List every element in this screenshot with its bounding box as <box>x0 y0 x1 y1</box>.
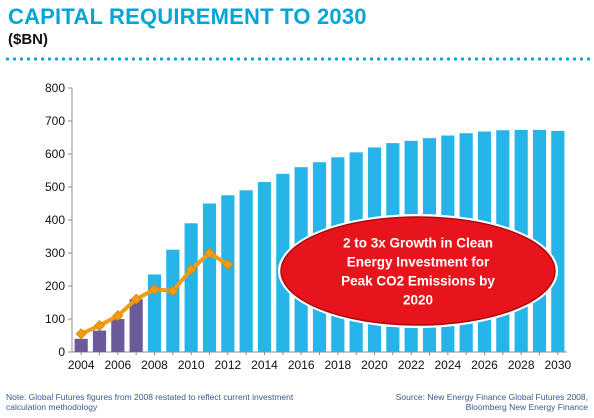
y-tick-label: 700 <box>45 114 65 128</box>
y-tick-label: 0 <box>58 345 65 359</box>
y-tick-label: 300 <box>45 246 65 260</box>
x-tick-label: 2030 <box>544 358 571 372</box>
bar-2006 <box>111 319 125 352</box>
bar-2014 <box>257 182 272 352</box>
line-point-2007 <box>130 293 142 305</box>
bar-2008 <box>147 274 162 352</box>
y-tick-label: 800 <box>45 81 65 95</box>
callout-annotation: 2 to 3x Growth in Clean Energy Investment… <box>278 214 558 328</box>
footnote: Note: Global Futures figures from 2008 r… <box>6 392 294 412</box>
x-tick-label: 2016 <box>288 358 315 372</box>
line-point-2005 <box>93 320 106 332</box>
x-tick-label: 2010 <box>178 358 205 372</box>
chart-axes: 0 100 200 300 400 500 600 700 800 2004 2006 2008 201… <box>45 81 572 372</box>
y-tick-label: 100 <box>45 312 65 326</box>
y-tick-label: 400 <box>45 213 65 227</box>
line-point-2008 <box>148 283 161 295</box>
y-tick-label: 500 <box>45 180 65 194</box>
x-tick-label: 2012 <box>214 358 241 372</box>
x-tick-label: 2018 <box>324 358 351 372</box>
y-tick-label: 200 <box>45 279 65 293</box>
bar-2012 <box>221 195 235 352</box>
callout-line: Energy Investment for <box>347 255 490 270</box>
source-line-2: Bloomberg New Energy Finance <box>465 402 588 412</box>
callout-line: 2 to 3x Growth in Clean <box>343 236 493 251</box>
x-tick-label: 2028 <box>508 358 535 372</box>
bar-2004 <box>74 338 88 352</box>
line-point-2010 <box>185 263 197 276</box>
dotted-divider <box>4 57 590 61</box>
callout-ellipse <box>280 216 556 326</box>
y-tick-label: 600 <box>45 147 65 161</box>
x-tick-label: 2026 <box>471 358 498 372</box>
line-series <box>75 247 234 340</box>
x-tick-label: 2020 <box>361 358 388 372</box>
page-subtitle: ($BN) <box>8 31 48 48</box>
source-line-1: Source: New Energy Finance Global Future… <box>395 392 588 402</box>
x-tick-label: 2024 <box>434 358 461 372</box>
x-tick-label: 2004 <box>68 358 95 372</box>
line-point-2004 <box>75 328 87 340</box>
capital-requirement-chart: 0 100 200 300 400 500 600 700 800 2004 2006 2008 201… <box>45 81 572 372</box>
bar-2013 <box>239 190 253 352</box>
x-tick-label: 2022 <box>398 358 425 372</box>
line-point-2011 <box>203 247 216 259</box>
source-citation: Source: New Energy Finance Global Future… <box>328 392 588 412</box>
callout-line: Peak CO2 Emissions by <box>341 274 495 289</box>
line-point-2012 <box>222 258 234 271</box>
bar-2011 <box>202 203 217 352</box>
callout-line: 2020 <box>403 293 433 308</box>
bar-2005 <box>92 330 107 352</box>
x-tick-label: 2008 <box>141 358 168 372</box>
line-point-2006 <box>112 310 124 322</box>
x-tick-label: 2014 <box>251 358 278 372</box>
bar-2009 <box>166 249 180 352</box>
x-tick-label: 2006 <box>104 358 131 372</box>
page-title: CAPITAL REQUIREMENT TO 2030 <box>8 4 367 29</box>
bar-2030 <box>551 130 565 352</box>
bar-2007 <box>129 299 143 352</box>
line-point-2009 <box>167 285 179 297</box>
bar-2010 <box>184 223 198 352</box>
